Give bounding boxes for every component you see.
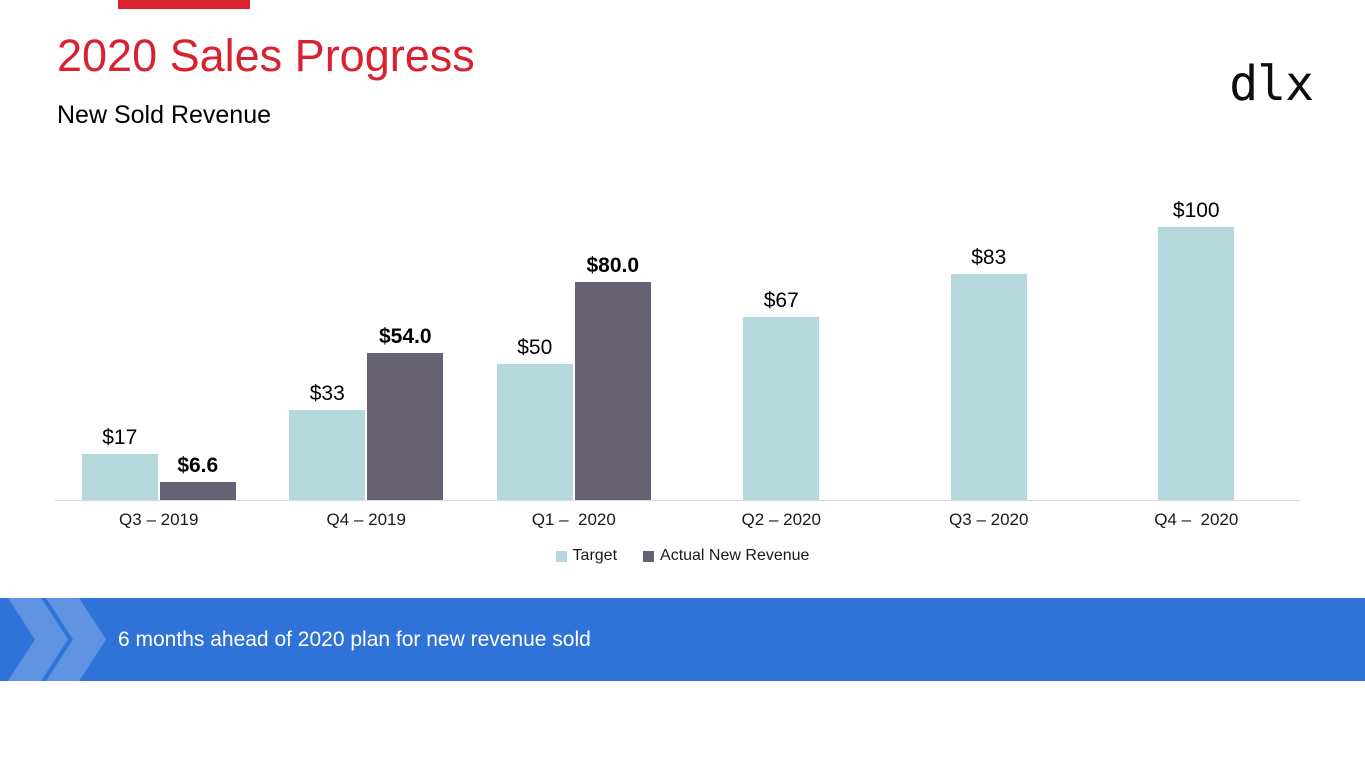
category-group: $33 $54.0 xyxy=(263,200,471,500)
banner-text: 6 months ahead of 2020 plan for new reve… xyxy=(118,627,591,651)
x-axis-label: Q4 – 2019 xyxy=(326,510,406,529)
legend-swatch-icon xyxy=(643,550,655,562)
data-label: $83 xyxy=(971,245,1007,269)
bar-actual-new-revenue: $6.6 xyxy=(159,454,236,500)
data-label: $50 xyxy=(517,335,553,359)
chart-plot-area: $17 $6.6 $33 $54.0 $50 $80.0 $67 $83 $100 xyxy=(55,199,1301,501)
legend-swatch-icon xyxy=(555,550,567,562)
callout-banner: 6 months ahead of 2020 plan for new reve… xyxy=(0,598,1365,681)
data-label: $33 xyxy=(309,382,345,405)
x-axis-label: Q4 – 2020 xyxy=(1154,510,1239,529)
category-group: $100 xyxy=(1093,199,1301,500)
x-axis-label: Q1 – 2020 xyxy=(531,510,616,529)
x-axis-label: Q3 – 2019 xyxy=(119,510,199,529)
bar-target: $83 xyxy=(950,246,1027,500)
bar-target: $100 xyxy=(1158,199,1235,500)
category-group: $83 xyxy=(885,200,1093,500)
slide-subtitle: New Sold Revenue xyxy=(57,101,272,129)
chart-legend: Target Actual New Revenue xyxy=(0,547,1365,565)
bar-target: $67 xyxy=(743,289,820,500)
bar-actual-new-revenue: $54.0 xyxy=(367,325,444,500)
data-label: $54.0 xyxy=(378,324,432,348)
company-logo: dlx xyxy=(1229,56,1314,112)
category-group: $50 $80.0 xyxy=(470,200,678,500)
data-label: $100 xyxy=(1172,199,1220,223)
data-label: $80.0 xyxy=(586,253,640,277)
bar-target: $17 xyxy=(81,426,158,500)
slide-title: 2020 Sales Progress xyxy=(57,30,475,81)
category-group: $67 xyxy=(678,200,886,500)
bar-actual-new-revenue: $80.0 xyxy=(574,254,651,500)
legend-item: Target xyxy=(555,547,618,565)
bar-target: $33 xyxy=(289,382,366,500)
data-label: $67 xyxy=(763,289,799,313)
x-axis-label: Q3 – 2020 xyxy=(949,510,1029,529)
data-label: $6.6 xyxy=(177,454,219,477)
data-label: $17 xyxy=(102,425,138,449)
x-axis-label: Q2 – 2020 xyxy=(741,510,821,529)
bar-target: $50 xyxy=(496,336,573,500)
legend-label: Actual New Revenue xyxy=(660,547,810,564)
legend-label: Target xyxy=(572,547,618,564)
double-chevron-right-icon xyxy=(8,598,106,681)
legend-item: Actual New Revenue xyxy=(643,547,809,565)
x-axis-labels: Q3 – 2019 Q4 – 2019 Q1 – 2020 Q2 – 2020 Q3 –… xyxy=(55,510,1300,530)
accent-bar xyxy=(118,0,250,9)
category-group: $17 $6.6 xyxy=(55,200,263,500)
